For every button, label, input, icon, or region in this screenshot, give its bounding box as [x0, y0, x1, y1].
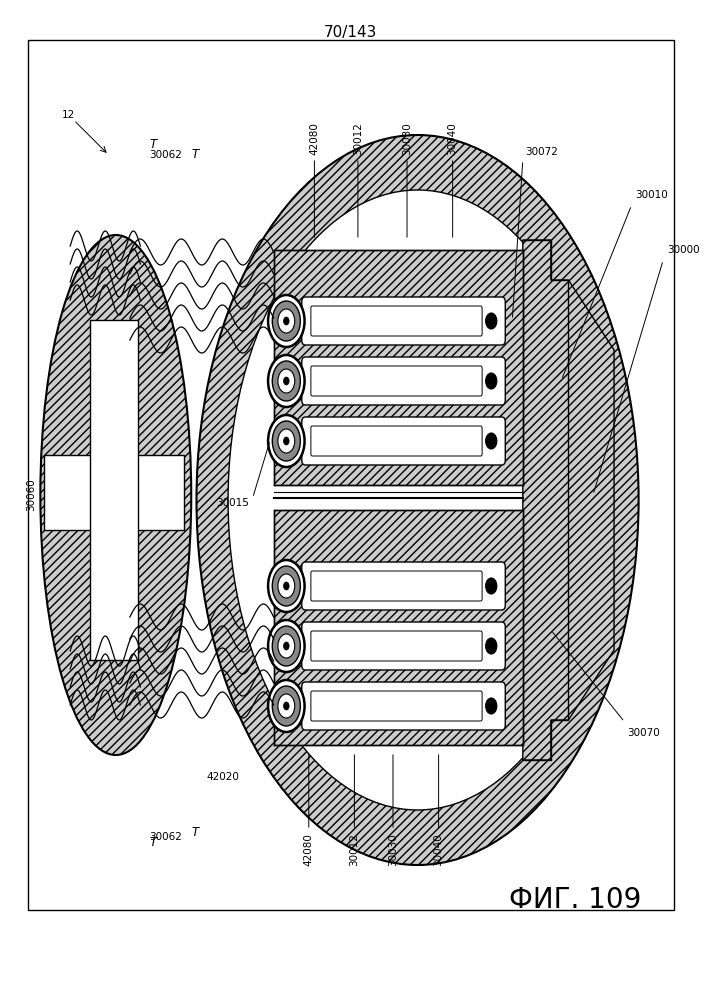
- FancyBboxPatch shape: [311, 366, 482, 396]
- FancyBboxPatch shape: [311, 571, 482, 601]
- Circle shape: [486, 578, 497, 594]
- Text: 30030: 30030: [388, 833, 398, 866]
- Bar: [28, 40, 674, 910]
- Polygon shape: [522, 240, 614, 760]
- FancyBboxPatch shape: [311, 691, 482, 721]
- FancyBboxPatch shape: [302, 562, 506, 610]
- FancyBboxPatch shape: [311, 426, 482, 456]
- Circle shape: [272, 301, 300, 341]
- FancyBboxPatch shape: [274, 250, 522, 485]
- Circle shape: [272, 626, 300, 666]
- Circle shape: [268, 560, 305, 612]
- Text: 30012: 30012: [353, 122, 363, 155]
- Text: 30012: 30012: [349, 833, 359, 866]
- Text: T: T: [192, 826, 199, 838]
- FancyBboxPatch shape: [274, 510, 522, 745]
- Circle shape: [284, 317, 289, 325]
- Circle shape: [278, 309, 295, 333]
- Ellipse shape: [228, 190, 607, 810]
- Text: 30040: 30040: [433, 833, 443, 866]
- Text: 42080: 42080: [310, 122, 320, 155]
- FancyBboxPatch shape: [302, 622, 506, 670]
- Bar: [44, 455, 184, 530]
- Text: T: T: [192, 148, 199, 161]
- Text: ФИГ. 109: ФИГ. 109: [509, 886, 642, 914]
- FancyBboxPatch shape: [302, 682, 506, 730]
- FancyBboxPatch shape: [311, 631, 482, 661]
- Circle shape: [486, 373, 497, 389]
- Text: 12: 12: [62, 110, 76, 120]
- Circle shape: [268, 415, 305, 467]
- Text: 42020: 42020: [206, 772, 240, 782]
- Circle shape: [278, 369, 295, 393]
- Circle shape: [272, 686, 300, 726]
- Circle shape: [284, 642, 289, 650]
- Text: 30000: 30000: [667, 245, 699, 255]
- Text: 30070: 30070: [626, 728, 660, 738]
- Text: 30062: 30062: [148, 832, 182, 842]
- Circle shape: [284, 702, 289, 710]
- Circle shape: [486, 638, 497, 654]
- Text: 30072: 30072: [525, 147, 558, 157]
- Circle shape: [486, 698, 497, 714]
- Text: 42080: 42080: [304, 833, 314, 866]
- Text: 30030: 30030: [402, 122, 412, 155]
- Circle shape: [272, 566, 300, 606]
- Text: 30010: 30010: [635, 190, 668, 200]
- Circle shape: [268, 680, 305, 732]
- Circle shape: [284, 377, 289, 385]
- FancyBboxPatch shape: [302, 417, 506, 465]
- Circle shape: [268, 355, 305, 407]
- Circle shape: [268, 620, 305, 672]
- Ellipse shape: [40, 235, 191, 755]
- Text: 30062: 30062: [148, 150, 182, 160]
- Circle shape: [272, 361, 300, 401]
- Text: T: T: [149, 836, 156, 848]
- Bar: [90, 320, 138, 660]
- Circle shape: [278, 634, 295, 658]
- Circle shape: [272, 421, 300, 461]
- Text: T: T: [149, 138, 156, 151]
- Circle shape: [486, 433, 497, 449]
- Text: 30040: 30040: [448, 122, 457, 155]
- Circle shape: [268, 295, 305, 347]
- Circle shape: [278, 429, 295, 453]
- FancyBboxPatch shape: [302, 297, 506, 345]
- FancyBboxPatch shape: [311, 306, 482, 336]
- Circle shape: [284, 437, 289, 445]
- Ellipse shape: [197, 135, 638, 865]
- Text: 70/143: 70/143: [325, 25, 378, 40]
- FancyBboxPatch shape: [302, 357, 506, 405]
- Text: 30060: 30060: [27, 479, 37, 511]
- Circle shape: [284, 582, 289, 590]
- Circle shape: [278, 574, 295, 598]
- Circle shape: [486, 313, 497, 329]
- Text: 30015: 30015: [216, 498, 249, 508]
- Circle shape: [278, 694, 295, 718]
